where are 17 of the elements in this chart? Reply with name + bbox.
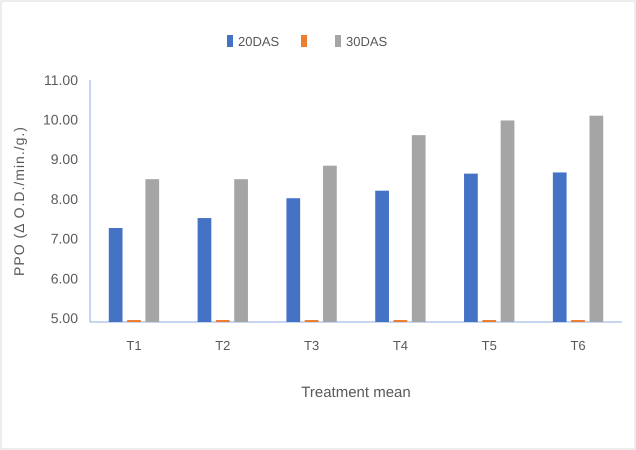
y-axis-title: PPO (Δ O.D./min./g.) (11, 126, 27, 276)
x-tick-label: T3 (304, 338, 320, 353)
legend-label: 20DAS (238, 34, 280, 49)
x-tick-label: T1 (126, 338, 142, 353)
legend-label: 30DAS (346, 34, 388, 49)
y-tick-label: 7.00 (50, 230, 78, 247)
x-tick-label: T6 (570, 338, 586, 353)
y-tick-label: 10.00 (42, 112, 78, 128)
x-tick-label: T4 (392, 338, 408, 353)
x-axis-title: Treatment mean (301, 384, 411, 401)
y-tick-label: 8.00 (50, 190, 78, 207)
y-tick-label: 9.00 (50, 151, 78, 168)
y-tick-label: 6.00 (50, 270, 78, 286)
y-tick-label: 5.00 (50, 310, 78, 326)
x-tick-label: T2 (215, 338, 230, 353)
x-tick-label: T5 (482, 338, 497, 353)
y-tick-label: 11.00 (44, 72, 78, 88)
